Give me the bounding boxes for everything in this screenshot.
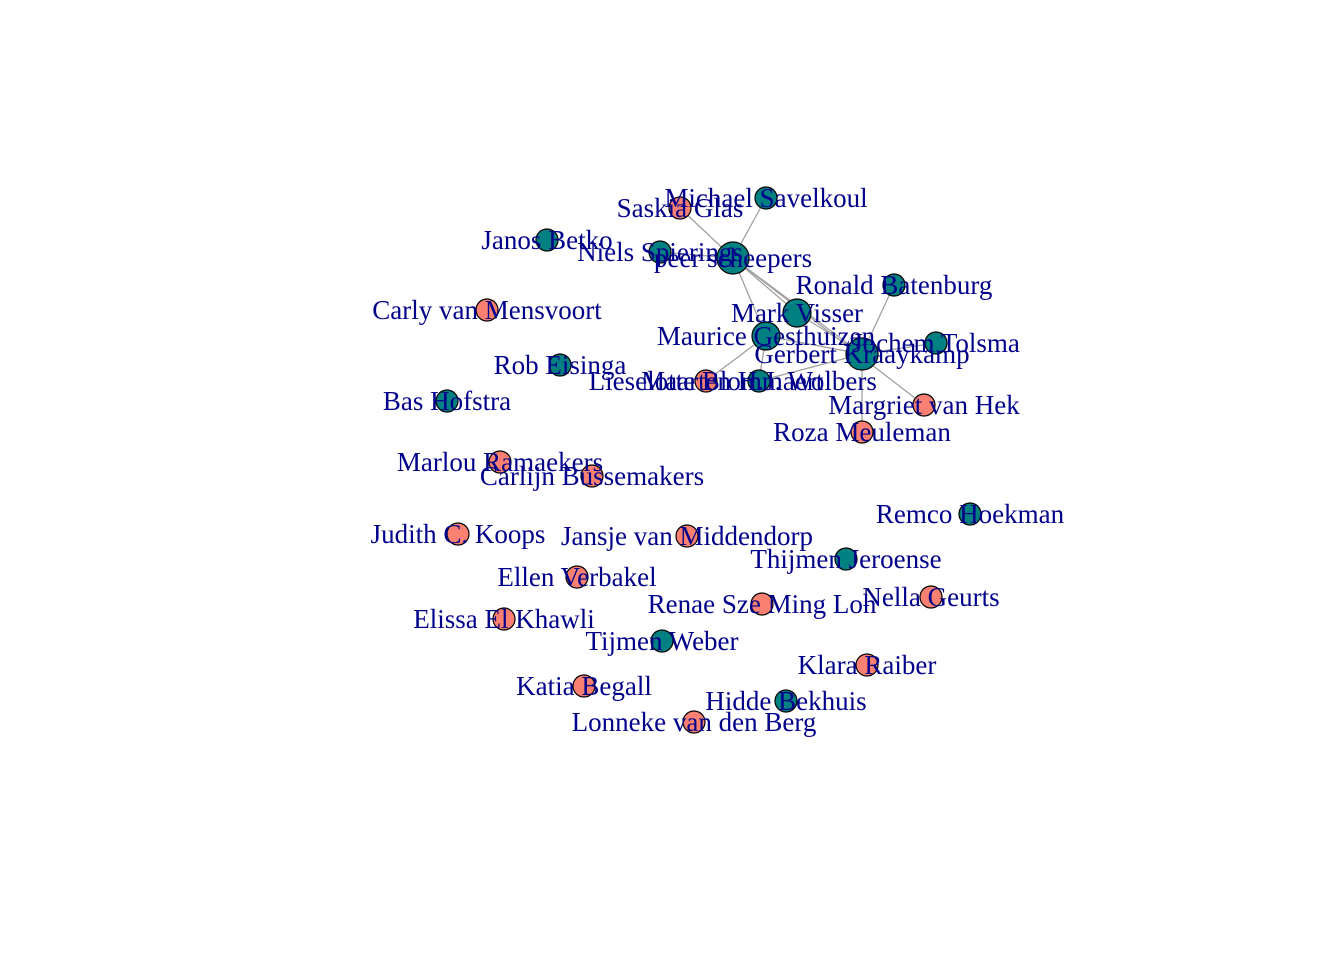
- node-label-meuleman: Roza Meuleman: [773, 417, 951, 447]
- node-label-bolhaar: Lieselotte Blommaert: [589, 366, 824, 396]
- node-label-middendorp: Jansje van Middendorp: [561, 521, 813, 551]
- node-begall[interactable]: [572, 674, 596, 698]
- node-label-hofstra: Bas Hofstra: [383, 386, 511, 416]
- nodes-layer: [435, 186, 982, 734]
- node-scheepers[interactable]: [716, 241, 750, 275]
- node-label-betko: Janos Betko: [481, 225, 612, 255]
- node-label-elsinga: Rob Eisinga: [494, 350, 627, 380]
- node-hoekman[interactable]: [958, 502, 982, 526]
- node-label-hoekman: Remco Hoekman: [876, 499, 1065, 529]
- node-label-tolsma: Jochem Tolsma: [852, 328, 1020, 358]
- node-label-raiber: Klara Raiber: [798, 650, 937, 680]
- node-meuleman[interactable]: [850, 420, 874, 444]
- node-label-batenburg: Ronald Batenburg: [796, 270, 993, 300]
- node-loh[interactable]: [750, 592, 774, 616]
- node-label-geurts: Nella Geurts: [862, 582, 999, 612]
- node-label-scheepers: peer scheepers: [654, 243, 812, 273]
- node-betko[interactable]: [535, 228, 559, 252]
- node-verbakel[interactable]: [565, 565, 589, 589]
- node-label-glas: Saskia Glas: [617, 193, 744, 223]
- node-label-visser: Mark Visser: [731, 298, 863, 328]
- node-glas[interactable]: [668, 196, 692, 220]
- node-bolhaar[interactable]: [694, 369, 718, 393]
- node-raiber[interactable]: [855, 653, 879, 677]
- node-label-koops: Judith C. Koops: [371, 519, 546, 549]
- node-label-ramaekers: Marlou Ramaekers: [397, 447, 603, 477]
- node-visser[interactable]: [782, 298, 812, 328]
- node-label-bekhuis: Hidde Bekhuis: [705, 686, 866, 716]
- node-label-spierings: Niels Spierings: [577, 237, 743, 267]
- node-spierings[interactable]: [648, 240, 672, 264]
- node-label-verbakel: Ellen Verbakel: [497, 562, 656, 592]
- node-koops[interactable]: [446, 522, 470, 546]
- node-label-wolbers: Maarten H.J. Wolbers: [641, 366, 877, 396]
- node-hek[interactable]: [912, 393, 936, 417]
- node-middendorp[interactable]: [675, 524, 699, 548]
- node-ramaekers[interactable]: [488, 450, 512, 474]
- node-label-mensvoort: Carly van Mensvoort: [372, 295, 602, 325]
- node-geurts[interactable]: [919, 585, 943, 609]
- node-label-berg: Lonneke van den Berg: [572, 707, 817, 737]
- node-kraaykamp[interactable]: [845, 337, 879, 371]
- node-gesthuizen[interactable]: [751, 321, 781, 351]
- node-bussemakers[interactable]: [580, 464, 604, 488]
- node-wolbers[interactable]: [747, 369, 771, 393]
- node-label-gesthuizen: Maurice Gesthuizen: [657, 321, 876, 351]
- node-hofstra[interactable]: [435, 389, 459, 413]
- node-tolsma[interactable]: [924, 331, 948, 355]
- node-label-kraaykamp: Gerbert Kraaykamp: [754, 339, 969, 369]
- node-savelkoul[interactable]: [754, 186, 778, 210]
- node-label-loh: Renae Sze Ming Loh: [648, 589, 877, 619]
- node-label-begall: Katia Begall: [516, 671, 652, 701]
- node-label-hek: Margriet van Hek: [828, 390, 1020, 420]
- node-label-weber: Tijmen Weber: [585, 626, 738, 656]
- node-jeroense[interactable]: [834, 547, 858, 571]
- node-elsinga[interactable]: [548, 353, 572, 377]
- edge-kraaykamp-wolbers: [758, 353, 863, 382]
- edge-scheepers-hek: [732, 257, 925, 406]
- node-khawli[interactable]: [492, 607, 516, 631]
- node-label-khawli: Elissa El Khawli: [413, 604, 594, 634]
- node-batenburg[interactable]: [882, 273, 906, 297]
- node-berg[interactable]: [682, 710, 706, 734]
- node-bekhuis[interactable]: [774, 689, 798, 713]
- node-label-bussemakers: Carlijn Bussemakers: [480, 461, 704, 491]
- node-label-jeroense: Thijmen Jeroense: [750, 544, 941, 574]
- node-label-savelkoul: Michael Savelkoul: [664, 183, 867, 213]
- node-mensvoort[interactable]: [475, 298, 499, 322]
- node-weber[interactable]: [650, 629, 674, 653]
